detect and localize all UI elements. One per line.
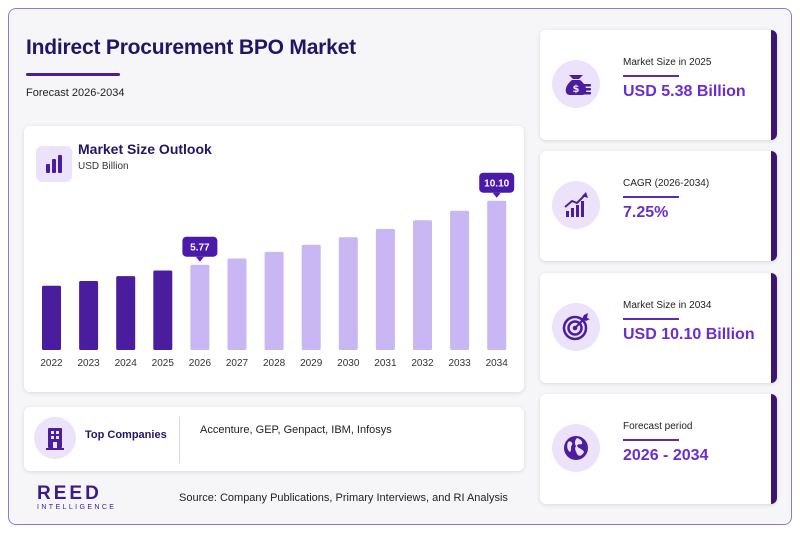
bar-2034 — [487, 200, 507, 350]
data-label-2034: 10.10 — [479, 172, 515, 198]
svg-text:10.10: 10.10 — [484, 179, 509, 190]
svg-text:$: $ — [573, 84, 580, 95]
stat-underline — [623, 318, 679, 320]
growth-chart-icon — [552, 181, 600, 229]
stat-accent-bar — [771, 30, 777, 140]
chart-card: Market Size Outlook USD Billion 2022 2023… — [24, 126, 524, 392]
x-tick-label: 2030 — [337, 358, 360, 369]
globe-icon — [552, 424, 600, 472]
bar-2027 — [227, 258, 247, 350]
title-underline — [26, 73, 120, 76]
stat-value: USD 10.10 Billion — [623, 326, 755, 343]
building-icon — [34, 417, 76, 459]
x-tick-label: 2032 — [411, 358, 434, 369]
bar-2032 — [413, 220, 432, 350]
stat-accent-bar — [771, 151, 777, 261]
bar-2028 — [264, 251, 284, 350]
stat-label: Market Size in 2025 — [623, 57, 712, 68]
svg-text:5.77: 5.77 — [190, 243, 210, 254]
bar-2029 — [301, 244, 321, 350]
x-tick-label: 2029 — [300, 358, 323, 369]
reed-intelligence-logo: REED INTELLIGENCE — [37, 483, 116, 511]
stat-underline — [623, 439, 679, 441]
divider — [179, 417, 180, 463]
market-size-bar-chart: 2022 2023 2024 2025 2026 2027 2028 2029 2030 2031… — [40, 172, 515, 369]
stat-underline — [623, 196, 679, 198]
x-tick-label: 2028 — [263, 358, 286, 369]
stat-label: Forecast period — [623, 421, 693, 432]
top-companies-list: Accenture, GEP, Genpact, IBM, Infosys — [200, 424, 392, 436]
source-note: Source: Company Publications, Primary In… — [179, 492, 508, 504]
logo-tagline: INTELLIGENCE — [37, 504, 117, 511]
chart-title: Market Size Outlook — [78, 141, 212, 157]
bar-2025 — [153, 270, 173, 350]
stat-card-market-size-2025: $ Market Size in 2025 USD 5.38 Billion — [540, 30, 777, 140]
x-tick-label: 2025 — [152, 358, 175, 369]
chart-unit: USD Billion — [78, 161, 129, 172]
stat-label: CAGR (2026-2034) — [623, 178, 710, 189]
page-subtitle: Forecast 2026-2034 — [26, 87, 125, 99]
x-tick-label: 2033 — [448, 358, 471, 369]
data-label-2026: 5.77 — [182, 236, 218, 262]
page-title: Indirect Procurement BPO Market — [26, 36, 356, 59]
bar-2023 — [79, 280, 99, 350]
stat-accent-bar — [771, 394, 777, 504]
stat-value: 2026 - 2034 — [623, 447, 709, 464]
bar-2026 — [190, 264, 210, 350]
x-tick-label: 2022 — [40, 358, 63, 369]
money-bag-icon: $ — [552, 60, 600, 108]
x-tick-label: 2031 — [374, 358, 397, 369]
stat-card-cagr: CAGR (2026-2034) 7.25% — [540, 151, 777, 261]
x-tick-label: 2027 — [226, 358, 249, 369]
x-tick-label: 2026 — [189, 358, 212, 369]
bar-2031 — [375, 228, 395, 350]
bar-chart-icon — [36, 146, 72, 182]
stat-value: 7.25% — [623, 204, 669, 221]
x-tick-label: 2034 — [486, 358, 509, 369]
stat-value: USD 5.38 Billion — [623, 83, 746, 100]
x-tick-label: 2024 — [115, 358, 138, 369]
stat-underline — [623, 75, 679, 77]
bar-2030 — [338, 237, 358, 350]
bar-2033 — [450, 210, 470, 350]
target-icon — [552, 303, 600, 351]
bar-2022 — [42, 285, 61, 350]
top-companies-card: Top Companies Accenture, GEP, Genpact, I… — [24, 407, 524, 471]
logo-brand: REED — [37, 483, 102, 504]
stat-card-market-size-2034: Market Size in 2034 USD 10.10 Billion — [540, 273, 777, 383]
stat-accent-bar — [771, 273, 777, 383]
x-tick-label: 2023 — [77, 358, 100, 369]
stat-label: Market Size in 2034 — [623, 300, 712, 311]
top-companies-label: Top Companies — [85, 429, 167, 441]
bar-2024 — [116, 276, 136, 350]
stat-card-forecast-period: Forecast period 2026 - 2034 — [540, 394, 777, 504]
